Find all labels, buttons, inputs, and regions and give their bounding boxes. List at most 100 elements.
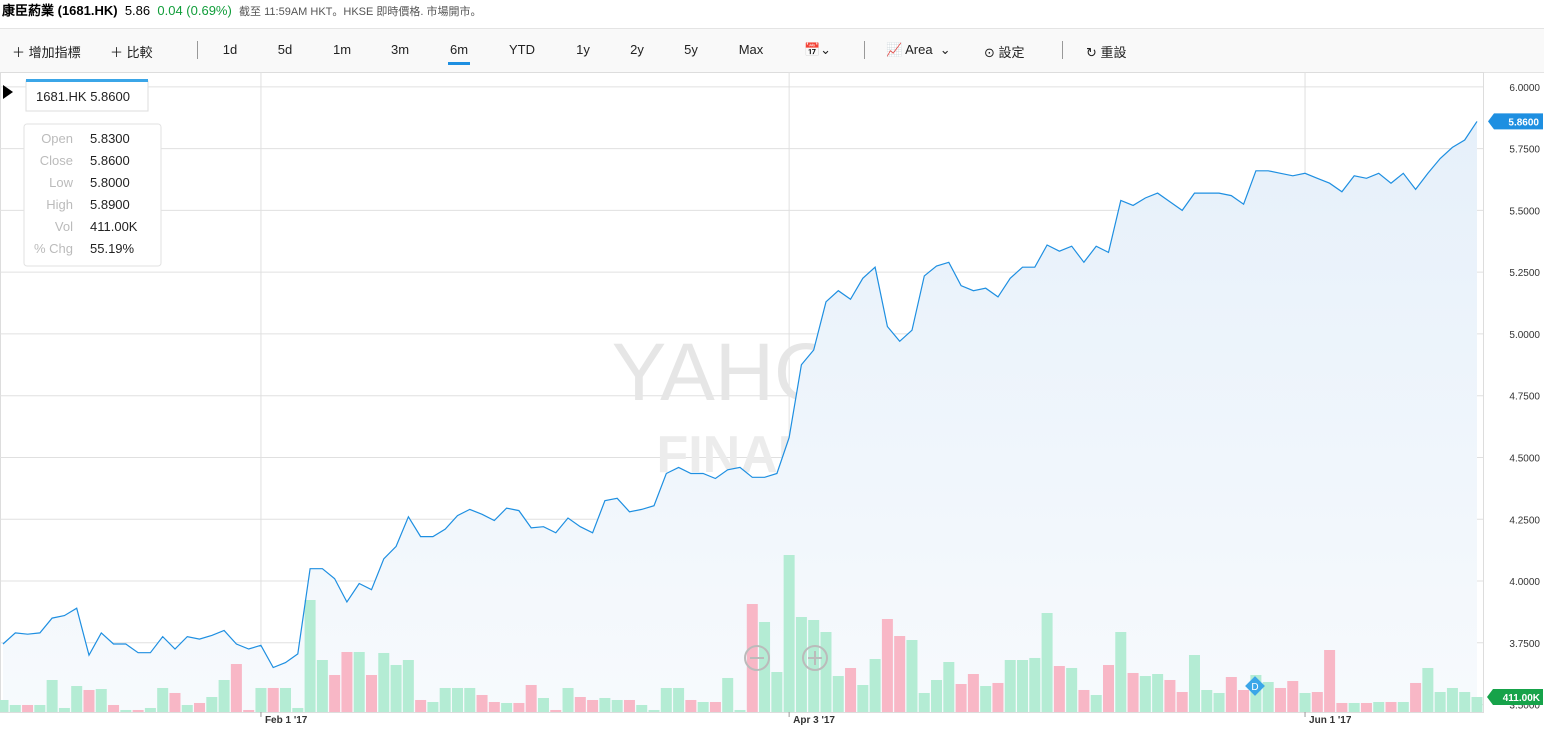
volume-bar bbox=[611, 699, 623, 712]
volume-bar bbox=[1471, 697, 1483, 712]
dividend-marker[interactable]: D bbox=[1245, 676, 1265, 696]
price-flag-label: 5.8600 bbox=[1508, 117, 1539, 128]
volume-bar bbox=[1115, 632, 1127, 712]
price-line bbox=[2, 121, 1478, 669]
volume-bar bbox=[378, 652, 390, 712]
volume-bar bbox=[451, 687, 463, 712]
range-button[interactable]: 1d bbox=[222, 42, 238, 57]
x-tick-label: Feb 1 '17 bbox=[265, 715, 308, 726]
volume-bar bbox=[464, 687, 476, 712]
volume-bar bbox=[1373, 702, 1385, 712]
y-tick-label: 5.5000 bbox=[1509, 206, 1540, 217]
volume-bar bbox=[1164, 679, 1176, 712]
symbol-flag-bar bbox=[26, 79, 148, 82]
range-button[interactable]: 5d bbox=[277, 42, 293, 57]
settings[interactable]: ⊙ 設定 bbox=[984, 45, 1025, 60]
reset-label[interactable]: 重設 bbox=[1100, 45, 1127, 60]
volume-bar bbox=[562, 687, 574, 712]
ohlc-label: Vol bbox=[55, 219, 73, 234]
volume-bar bbox=[1459, 692, 1471, 712]
volume-bar bbox=[366, 674, 377, 712]
ohlc-value: 5.8900 bbox=[90, 197, 130, 212]
volume-bar bbox=[1410, 682, 1422, 712]
volume-bar bbox=[869, 659, 881, 712]
separator bbox=[197, 41, 198, 59]
ohlc-value: 55.19% bbox=[90, 241, 135, 256]
volume-bar bbox=[34, 704, 46, 712]
y-tick-label: 5.2500 bbox=[1509, 268, 1540, 279]
volume-bar bbox=[1041, 612, 1053, 712]
range-button[interactable]: 5y bbox=[684, 42, 698, 57]
volume-bar bbox=[243, 709, 255, 712]
volume-bar bbox=[1385, 702, 1397, 712]
volume-bar bbox=[439, 687, 451, 712]
volume-bar bbox=[304, 599, 316, 712]
ohlc-box bbox=[23, 123, 162, 267]
volume-bar bbox=[230, 664, 242, 712]
volume-bar bbox=[1274, 687, 1286, 712]
y-tick-label: 4.2500 bbox=[1509, 515, 1540, 526]
volume-bar bbox=[1188, 654, 1200, 712]
volume-flag-label: 411.00K bbox=[1503, 693, 1541, 704]
volume-bar bbox=[894, 636, 906, 712]
volume-bar bbox=[1324, 649, 1336, 712]
y-tick-label: 4.7500 bbox=[1509, 392, 1540, 403]
volume-bar bbox=[623, 699, 635, 712]
volume-bar bbox=[427, 702, 439, 712]
volume-bar bbox=[58, 707, 70, 712]
quote-change: 0.04 (0.69%) bbox=[157, 3, 232, 18]
volume-bar bbox=[353, 652, 365, 712]
y-tick-label: 6.0000 bbox=[1509, 83, 1540, 94]
volume-bar bbox=[255, 687, 267, 712]
zoom-in[interactable] bbox=[802, 645, 828, 671]
volume-bar bbox=[881, 619, 893, 712]
volume-bar bbox=[415, 699, 427, 712]
volume-bar bbox=[513, 702, 525, 712]
volume-bar bbox=[1004, 659, 1016, 712]
reset[interactable]: ↻ 重設 bbox=[1086, 45, 1127, 60]
ohlc-label: Open bbox=[41, 131, 73, 146]
add-indicator-label[interactable]: 增加指標 bbox=[28, 45, 81, 60]
volume-bar bbox=[83, 689, 95, 712]
range-button[interactable]: 2y bbox=[630, 42, 644, 57]
volume-bar bbox=[316, 659, 328, 712]
volume-bar bbox=[402, 659, 414, 712]
volume-bar bbox=[673, 687, 685, 712]
plot-border bbox=[0, 72, 1484, 713]
volume-bar bbox=[795, 617, 807, 712]
symbol-flag bbox=[25, 80, 149, 112]
collapse-arrow[interactable] bbox=[3, 85, 13, 99]
zoom-controls[interactable] bbox=[744, 645, 828, 671]
volume-bar bbox=[1225, 677, 1237, 712]
add-indicator[interactable]: ＋ 增加指標 bbox=[12, 45, 81, 60]
volume-bar bbox=[169, 692, 181, 712]
volume-bar bbox=[1336, 702, 1348, 712]
volume-bar bbox=[1311, 692, 1323, 712]
separator bbox=[1062, 41, 1063, 59]
range-button[interactable]: Max bbox=[738, 42, 764, 57]
chart-type-label[interactable]: Area bbox=[905, 42, 933, 57]
range-button[interactable]: 1y bbox=[576, 42, 590, 57]
svg-text:D: D bbox=[1251, 682, 1258, 693]
calendar-button[interactable]: 📅⌄ bbox=[804, 42, 832, 57]
chart-type[interactable]: 📈 Area ⌄ bbox=[886, 42, 951, 57]
settings-label[interactable]: 設定 bbox=[998, 45, 1025, 60]
volume-bar bbox=[636, 704, 648, 712]
compare-label[interactable]: 比較 bbox=[126, 45, 153, 60]
zoom-out[interactable] bbox=[744, 645, 770, 671]
x-tick-label: Apr 3 '17 bbox=[793, 715, 835, 726]
x-tick-label: Jun 1 '17 bbox=[1309, 715, 1352, 726]
range-button[interactable]: 1m bbox=[332, 42, 352, 57]
volume-bar bbox=[1053, 666, 1065, 712]
ohlc-value: 5.8600 bbox=[90, 153, 130, 168]
volume-bar bbox=[390, 664, 402, 712]
volume-bar bbox=[1017, 659, 1029, 712]
volume-bar bbox=[1446, 687, 1458, 712]
range-button[interactable]: 6m bbox=[449, 42, 469, 57]
compare[interactable]: ＋ 比較 bbox=[110, 45, 153, 60]
range-button[interactable]: YTD bbox=[509, 42, 535, 57]
volume-bar bbox=[722, 677, 734, 712]
range-button[interactable]: 3m bbox=[390, 42, 410, 57]
price-flag bbox=[1488, 113, 1543, 130]
